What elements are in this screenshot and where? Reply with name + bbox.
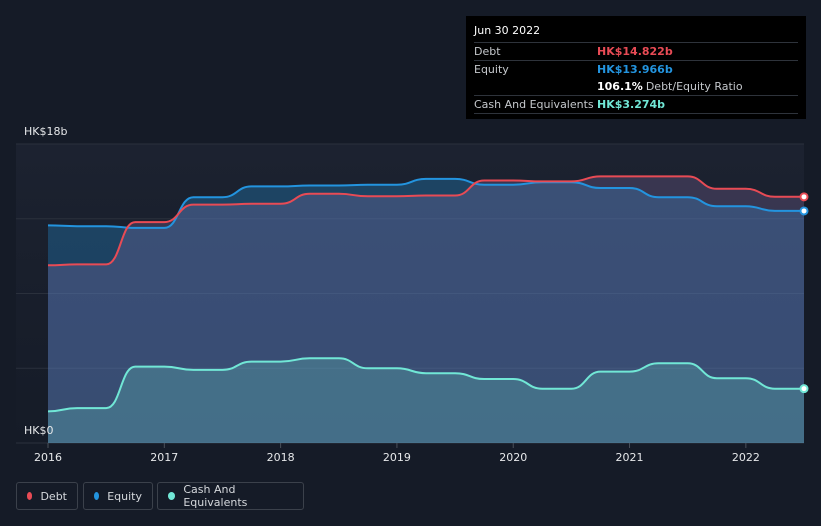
cash-endpoint: [799, 384, 809, 394]
x-tick-label-2016: 2016: [34, 451, 62, 464]
tooltip-cash-label: Cash And Equivalents: [474, 98, 594, 111]
legend-debt-swatch: [27, 492, 33, 500]
y-axis-top-label: HK$18b: [24, 125, 68, 138]
x-tick-label-2019: 2019: [383, 451, 411, 464]
data-tooltip: Jun 30 2022 Debt HK$14.822b Equity HK$13…: [466, 16, 806, 119]
debt-endpoint: [799, 192, 809, 202]
x-tick-label-2017: 2017: [150, 451, 178, 464]
tooltip-ratio-value: 106.1%: [597, 80, 643, 93]
legend-cash-swatch: [168, 492, 176, 500]
x-tick-label-2021: 2021: [616, 451, 644, 464]
series-lines: [47, 175, 805, 413]
x-axis: 2016 2017 2018 2019 2020 2021 2022: [34, 443, 760, 464]
tooltip-equity-label: Equity: [474, 63, 509, 76]
tooltip-bottom-rule: [474, 113, 798, 114]
y-axis-bottom-label: HK$0: [24, 424, 54, 437]
tooltip-equity-value: HK$13.966b: [597, 63, 673, 76]
legend-cash[interactable]: Cash And Equivalents: [157, 482, 304, 510]
legend-equity-swatch: [94, 492, 100, 500]
tooltip-debt-label: Debt: [474, 45, 501, 58]
tooltip-debt-value: HK$14.822b: [597, 45, 673, 58]
legend-cash-label: Cash And Equivalents: [183, 483, 248, 509]
equity-area: [48, 178, 804, 443]
legend-debt[interactable]: Debt: [16, 482, 78, 510]
cash-area: [48, 358, 804, 443]
x-tick-label-2020: 2020: [499, 451, 527, 464]
series-fills: [48, 176, 804, 443]
tooltip-cash-value: HK$3.274b: [597, 98, 666, 111]
equity-endpoint: [799, 206, 809, 216]
x-tick-label-2018: 2018: [267, 451, 295, 464]
tooltip-row-cash: Cash And Equivalents HK$3.274b: [474, 95, 798, 113]
x-tick-label-2022: 2022: [732, 451, 760, 464]
series-endpoints: [799, 192, 809, 394]
debt-area: [48, 176, 804, 443]
tooltip-date: Jun 30 2022: [474, 24, 541, 37]
tooltip-ratio-text: Debt/Equity Ratio: [645, 80, 743, 93]
tooltip-row-debt: Debt HK$14.822b: [474, 42, 798, 60]
debt-line: [47, 175, 804, 267]
legend-equity[interactable]: Equity: [83, 482, 153, 510]
gridlines: [16, 143, 804, 444]
legend-equity-label: Equity: [107, 489, 142, 503]
tooltip-row-equity: Equity HK$13.966b: [474, 60, 798, 78]
legend-debt-label: Debt: [40, 489, 67, 503]
tooltip-row-ratio: 106.1% Debt/Equity Ratio: [474, 78, 798, 95]
equity-line: [47, 177, 805, 229]
cash-line: [47, 357, 804, 413]
